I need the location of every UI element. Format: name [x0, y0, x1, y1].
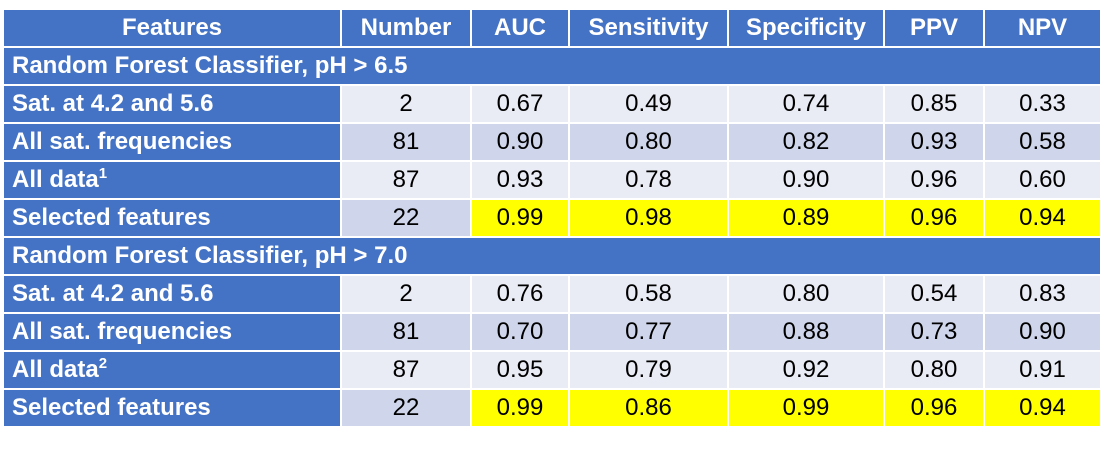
cell: 0.77 [568, 312, 729, 352]
highlighted-cell: 0.99 [727, 388, 885, 428]
cell: 0.49 [568, 84, 729, 124]
cell: 0.96 [883, 160, 985, 200]
highlighted-cell: 0.94 [983, 388, 1102, 428]
cell: 0.90 [983, 312, 1102, 352]
row-label-text: Selected features [12, 204, 211, 231]
cell: 0.78 [568, 160, 729, 200]
cell: 0.79 [568, 350, 729, 390]
highlighted-cell: 0.86 [568, 388, 729, 428]
cell: 0.54 [883, 274, 985, 314]
highlighted-cell: 0.99 [470, 388, 570, 428]
data-row: Sat. at 4.2 and 5.6 2 0.67 0.49 0.74 0.85 0.33 [2, 84, 1102, 124]
row-label: All data2 [2, 350, 342, 390]
highlighted-cell: 0.94 [983, 198, 1102, 238]
row-label: All sat. frequencies [2, 312, 342, 352]
cell: 0.70 [470, 312, 570, 352]
row-label-text: All sat. frequencies [12, 318, 233, 345]
cell: 0.67 [470, 84, 570, 124]
data-row: All sat. frequencies 81 0.90 0.80 0.82 0.93 0.… [2, 122, 1102, 162]
cell: 0.58 [568, 274, 729, 314]
cell: 2 [340, 84, 472, 124]
row-label-text: All data [12, 166, 99, 193]
row-label-text: All data [12, 356, 99, 383]
cell: 0.90 [727, 160, 885, 200]
row-label: Selected features [2, 388, 342, 428]
cell: 0.80 [727, 274, 885, 314]
row-label-text: Selected features [12, 394, 211, 421]
data-row: All data1 87 0.93 0.78 0.90 0.96 0.60 [2, 160, 1102, 200]
cell: 0.74 [727, 84, 885, 124]
cell: 0.95 [470, 350, 570, 390]
cell: 0.83 [983, 274, 1102, 314]
data-row: All sat. frequencies 81 0.70 0.77 0.88 0.73 0.… [2, 312, 1102, 352]
cell: 0.92 [727, 350, 885, 390]
cell: 0.91 [983, 350, 1102, 390]
cell: 0.82 [727, 122, 885, 162]
column-header: AUC [470, 8, 570, 48]
cell: 22 [340, 198, 472, 238]
row-label: All sat. frequencies [2, 122, 342, 162]
column-header: Specificity [727, 8, 885, 48]
cell: 87 [340, 160, 472, 200]
column-header: NPV [983, 8, 1102, 48]
cell: 0.93 [470, 160, 570, 200]
cell: 87 [340, 350, 472, 390]
cell: 0.93 [883, 122, 985, 162]
section-title: Random Forest Classifier, pH > 7.0 [2, 236, 1102, 276]
cell: 81 [340, 122, 472, 162]
cell: 0.85 [883, 84, 985, 124]
highlighted-cell: 0.98 [568, 198, 729, 238]
row-label: Sat. at 4.2 and 5.6 [2, 84, 342, 124]
data-row: Selected features 22 0.99 0.98 0.89 0.96 0.94 [2, 198, 1102, 238]
column-header: Sensitivity [568, 8, 729, 48]
results-table: Features Number AUC Sensitivity Specificity P… [2, 8, 1102, 428]
cell: 22 [340, 388, 472, 428]
row-label: Selected features [2, 198, 342, 238]
highlighted-cell: 0.96 [883, 388, 985, 428]
column-header: Features [2, 8, 342, 48]
row-label-text: All sat. frequencies [12, 128, 233, 155]
cell: 2 [340, 274, 472, 314]
column-header: Number [340, 8, 472, 48]
cell: 81 [340, 312, 472, 352]
highlighted-cell: 0.96 [883, 198, 985, 238]
row-label: Sat. at 4.2 and 5.6 [2, 274, 342, 314]
header-row: Features Number AUC Sensitivity Specificity P… [2, 8, 1102, 48]
cell: 0.80 [883, 350, 985, 390]
section-title: Random Forest Classifier, pH > 6.5 [2, 46, 1102, 86]
cell: 0.76 [470, 274, 570, 314]
cell: 0.80 [568, 122, 729, 162]
row-label-text: Sat. at 4.2 and 5.6 [12, 280, 214, 307]
highlighted-cell: 0.99 [470, 198, 570, 238]
cell: 0.60 [983, 160, 1102, 200]
data-row: All data2 87 0.95 0.79 0.92 0.80 0.91 [2, 350, 1102, 390]
section-row: Random Forest Classifier, pH > 7.0 [2, 236, 1102, 276]
cell: 0.73 [883, 312, 985, 352]
cell: 0.58 [983, 122, 1102, 162]
column-header: PPV [883, 8, 985, 48]
data-row: Sat. at 4.2 and 5.6 2 0.76 0.58 0.80 0.54 0.83 [2, 274, 1102, 314]
section-row: Random Forest Classifier, pH > 6.5 [2, 46, 1102, 86]
cell: 0.88 [727, 312, 885, 352]
highlighted-cell: 0.89 [727, 198, 885, 238]
cell: 0.90 [470, 122, 570, 162]
footnote-mark: 2 [98, 355, 108, 372]
footnote-mark: 1 [98, 165, 108, 182]
cell: 0.33 [983, 84, 1102, 124]
data-row: Selected features 22 0.99 0.86 0.99 0.96 0.94 [2, 388, 1102, 428]
row-label: All data1 [2, 160, 342, 200]
row-label-text: Sat. at 4.2 and 5.6 [12, 90, 214, 117]
